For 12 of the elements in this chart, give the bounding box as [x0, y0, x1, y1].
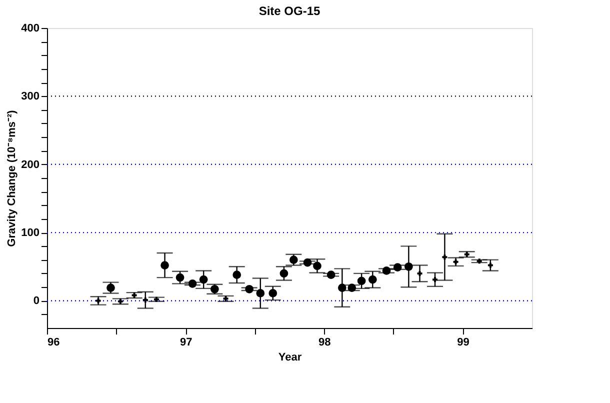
x-tick-label: 97	[180, 336, 192, 348]
x-tick-label: 99	[457, 336, 470, 348]
chart-title: Site OG-15	[258, 4, 320, 18]
x-tick-label: 96	[48, 336, 60, 348]
y-tick-label: 100	[21, 227, 40, 240]
x-tick-label: 98	[318, 336, 331, 348]
y-tick-label: 400	[21, 22, 40, 34]
x-axis-title: Year	[278, 352, 302, 364]
y-tick-label: 0	[33, 295, 40, 308]
y-axis-title: Gravity Change (10⁻⁸ms⁻²)	[6, 110, 18, 247]
y-tick-label: 200	[21, 158, 40, 171]
y-tick-label: 300	[21, 90, 40, 103]
